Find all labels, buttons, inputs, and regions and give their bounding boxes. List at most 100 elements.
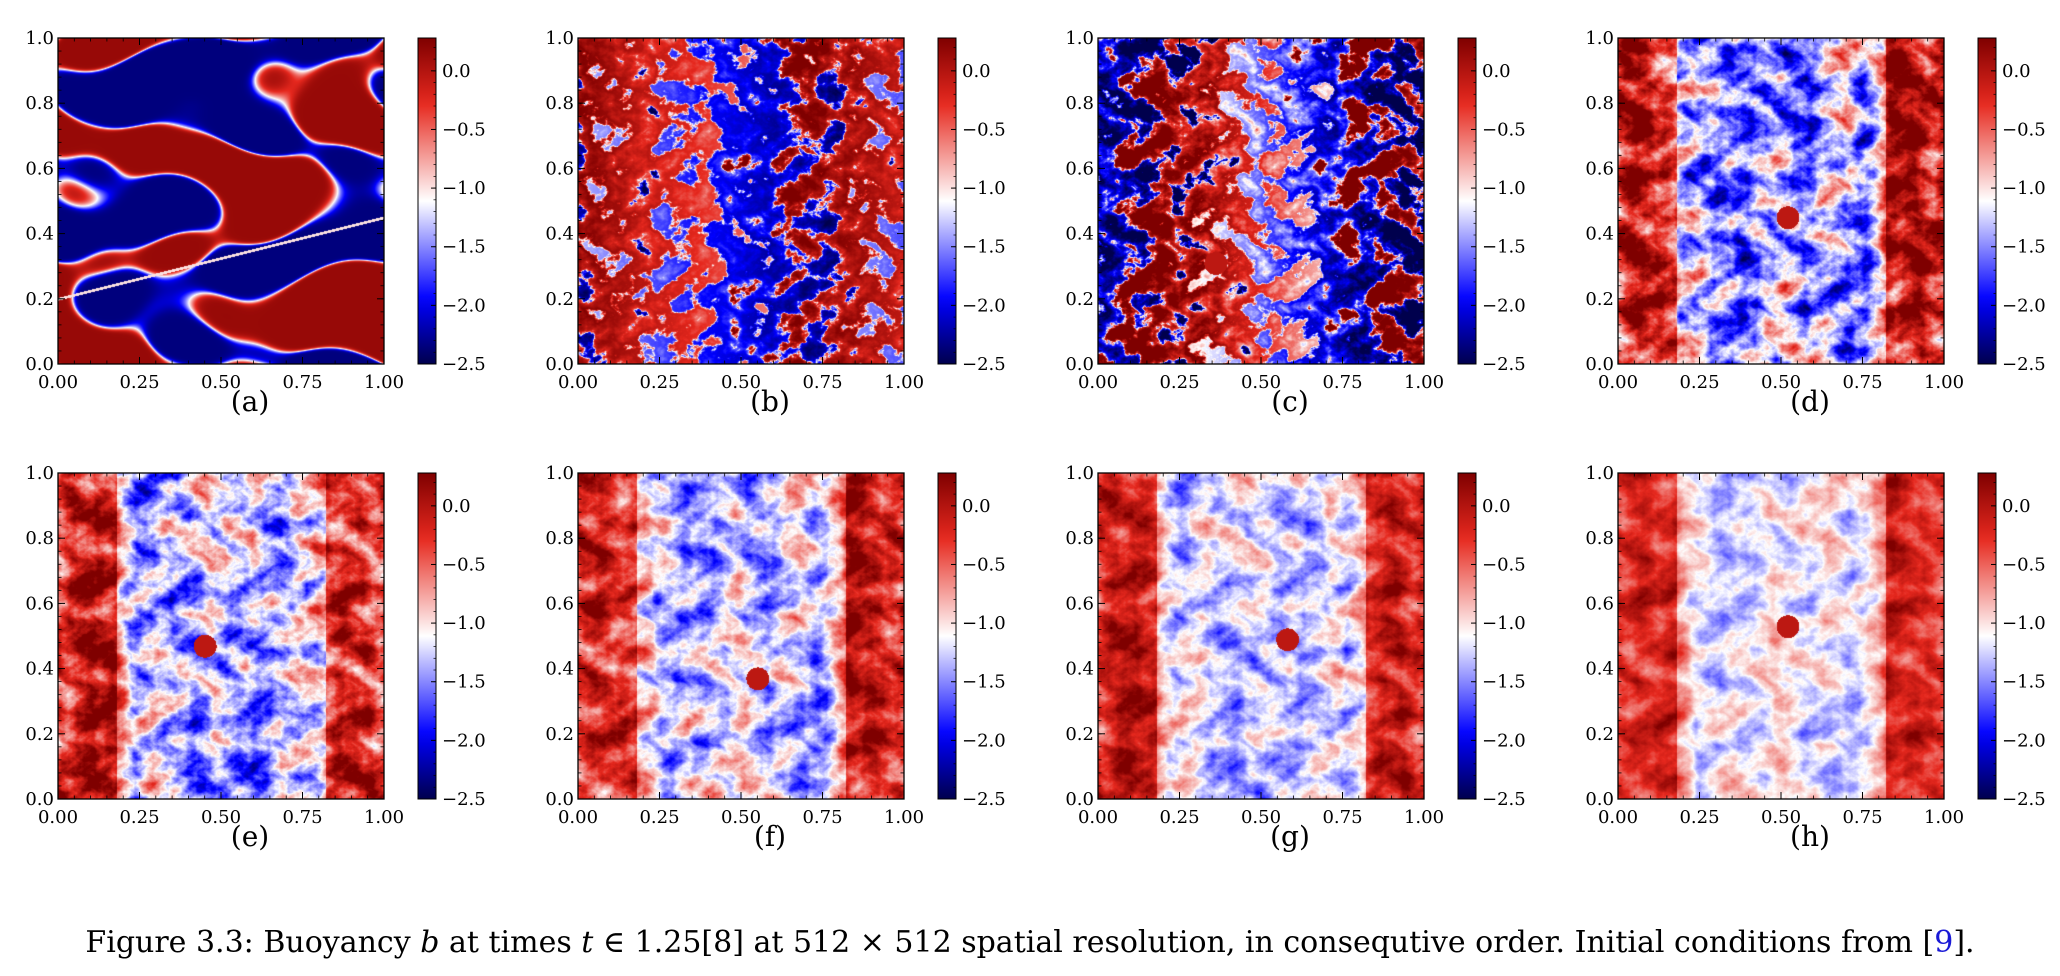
colorbar-tick-label: −1.5 bbox=[1482, 237, 1526, 258]
colorbar-tick-label: −1.5 bbox=[1482, 672, 1526, 693]
y-tick-label: 1.0 bbox=[1065, 28, 1094, 49]
colorbar-tick-label: 0.0 bbox=[2002, 61, 2031, 82]
x-tick-label: 0.50 bbox=[1241, 372, 1281, 393]
y-tick-label: 1.0 bbox=[1585, 463, 1614, 484]
colorbar-tick-label: −2.5 bbox=[962, 789, 1006, 810]
x-tick-label: 0.75 bbox=[1322, 372, 1362, 393]
y-tick-label: 0.6 bbox=[545, 158, 574, 179]
x-tick-label: 0.25 bbox=[119, 372, 159, 393]
caption-var-b: b bbox=[420, 925, 440, 960]
colorbar-tick-label: −0.5 bbox=[442, 554, 486, 575]
y-tick-label: 1.0 bbox=[1065, 463, 1094, 484]
y-tick-label: 0.4 bbox=[25, 224, 54, 245]
y-tick-label: 0.6 bbox=[1065, 158, 1094, 179]
subplot-svg: 0.00 0.25 0.50 0.75 1.00 0.0 0.2 0.4 0.6 0.8 1.0 0.… bbox=[25, 28, 486, 393]
colorbar bbox=[937, 472, 957, 800]
subplot-svg: 0.00 0.25 0.50 0.75 1.00 0.0 0.2 0.4 0.6 0.8 1.0 0.… bbox=[25, 463, 486, 828]
colorbar-tick-label: 0.0 bbox=[1482, 61, 1511, 82]
heatmap-canvas bbox=[578, 473, 904, 799]
colorbar-tick-label: −1.0 bbox=[442, 178, 486, 199]
x-tick-label: 0.00 bbox=[1598, 372, 1638, 393]
colorbar-tick-label: −0.5 bbox=[2002, 554, 2046, 575]
colorbar-tick-label: 0.0 bbox=[442, 496, 471, 517]
subplot-label: (a) bbox=[230, 385, 270, 418]
x-tick-label: 1.00 bbox=[884, 372, 924, 393]
heatmap-field bbox=[1618, 473, 1944, 799]
heatmap-canvas bbox=[1618, 473, 1944, 799]
y-tick-label: 0.2 bbox=[545, 289, 574, 310]
heatmap-canvas bbox=[1618, 38, 1944, 364]
x-tick-label: 0.00 bbox=[558, 372, 598, 393]
colorbar-tick-label: −1.0 bbox=[2002, 613, 2046, 634]
colorbar-tick-label: −2.0 bbox=[2002, 730, 2046, 751]
y-tick-label: 0.6 bbox=[25, 158, 54, 179]
subplot-b: 0.00 0.25 0.50 0.75 1.00 0.0 0.2 0.4 0.6 0.8 1.0 0.… bbox=[520, 0, 1020, 436]
y-tick-label: 0.0 bbox=[1585, 789, 1614, 810]
y-tick-label: 0.0 bbox=[545, 354, 574, 375]
x-tick-label: 0.25 bbox=[119, 807, 159, 828]
colorbar-tick-label: 0.0 bbox=[442, 61, 471, 82]
y-tick-label: 0.2 bbox=[1585, 724, 1614, 745]
y-tick-label: 0.8 bbox=[1065, 528, 1094, 549]
x-tick-label: 0.75 bbox=[282, 807, 322, 828]
colorbar-tick-label: −0.5 bbox=[1482, 554, 1526, 575]
y-tick-label: 0.0 bbox=[1065, 789, 1094, 810]
colorbar-tick-label: −0.5 bbox=[2002, 119, 2046, 140]
y-tick-label: 0.8 bbox=[545, 93, 574, 114]
heatmap-field bbox=[1618, 38, 1944, 364]
colorbar-tick-label: −1.0 bbox=[962, 178, 1006, 199]
subplot-h: 0.00 0.25 0.50 0.75 1.00 0.0 0.2 0.4 0.6 0.8 1.0 0.… bbox=[1560, 435, 2060, 871]
colorbar bbox=[417, 37, 437, 365]
caption-text-2: at times bbox=[449, 925, 572, 960]
y-tick-label: 1.0 bbox=[25, 28, 54, 49]
colorbar-tick-label: 0.0 bbox=[962, 61, 991, 82]
x-tick-label: 0.00 bbox=[1078, 807, 1118, 828]
y-tick-label: 0.2 bbox=[25, 289, 54, 310]
y-tick-label: 1.0 bbox=[545, 28, 574, 49]
heatmap-field bbox=[1098, 473, 1424, 799]
y-tick-label: 0.4 bbox=[25, 659, 54, 680]
y-tick-label: 0.0 bbox=[25, 789, 54, 810]
subplot-c: 0.00 0.25 0.50 0.75 1.00 0.0 0.2 0.4 0.6 0.8 1.0 0.… bbox=[1040, 0, 1540, 436]
colorbar-tick-label: −1.5 bbox=[442, 672, 486, 693]
x-tick-label: 0.25 bbox=[1679, 807, 1719, 828]
colorbar-tick-label: −2.0 bbox=[442, 730, 486, 751]
citation-link[interactable]: [9] bbox=[1923, 925, 1966, 960]
citation-number: 9 bbox=[1934, 925, 1954, 960]
y-tick-label: 0.4 bbox=[1065, 659, 1094, 680]
caption-text-1: Buoyancy bbox=[263, 925, 411, 960]
subplot-label: (e) bbox=[230, 820, 270, 853]
colorbar-tick-label: 0.0 bbox=[1482, 496, 1511, 517]
y-tick-label: 0.6 bbox=[1065, 593, 1094, 614]
colorbar bbox=[1457, 37, 1477, 365]
subplot-svg: 0.00 0.25 0.50 0.75 1.00 0.0 0.2 0.4 0.6 0.8 1.0 0.… bbox=[545, 463, 1006, 828]
colorbar-tick-label: −2.5 bbox=[442, 789, 486, 810]
x-tick-label: 1.00 bbox=[1404, 372, 1444, 393]
figure-caption: Figure 3.3: Buoyancy b at times t ∈ 1.25… bbox=[0, 925, 2060, 960]
colorbar-tick-label: −2.5 bbox=[442, 354, 486, 375]
colorbar-tick-label: −2.0 bbox=[962, 295, 1006, 316]
x-tick-label: 1.00 bbox=[364, 372, 404, 393]
y-tick-label: 0.6 bbox=[1585, 593, 1614, 614]
heatmap-field bbox=[1098, 38, 1424, 364]
x-tick-label: 0.00 bbox=[1078, 372, 1118, 393]
colorbar-tick-label: −1.5 bbox=[2002, 672, 2046, 693]
heatmap-field bbox=[58, 38, 384, 364]
colorbar-tick-label: −2.5 bbox=[1482, 354, 1526, 375]
colorbar-tick-label: −1.5 bbox=[2002, 237, 2046, 258]
x-tick-label: 0.25 bbox=[1159, 372, 1199, 393]
colorbar-tick-label: 0.0 bbox=[962, 496, 991, 517]
x-tick-label: 0.00 bbox=[38, 807, 78, 828]
colorbar-tick-label: −1.0 bbox=[2002, 178, 2046, 199]
colorbar-tick-label: −1.5 bbox=[962, 672, 1006, 693]
x-tick-label: 0.75 bbox=[802, 807, 842, 828]
colorbar-tick-label: −1.5 bbox=[962, 237, 1006, 258]
colorbar-tick-label: −2.5 bbox=[1482, 789, 1526, 810]
subplot-e: 0.00 0.25 0.50 0.75 1.00 0.0 0.2 0.4 0.6 0.8 1.0 0.… bbox=[0, 435, 500, 871]
colorbar-tick-label: −0.5 bbox=[1482, 119, 1526, 140]
colorbar bbox=[937, 37, 957, 365]
heatmap-canvas bbox=[1098, 38, 1424, 364]
colorbar-tick-label: 0.0 bbox=[2002, 496, 2031, 517]
subplot-label: (g) bbox=[1270, 820, 1310, 853]
y-tick-label: 0.0 bbox=[545, 789, 574, 810]
